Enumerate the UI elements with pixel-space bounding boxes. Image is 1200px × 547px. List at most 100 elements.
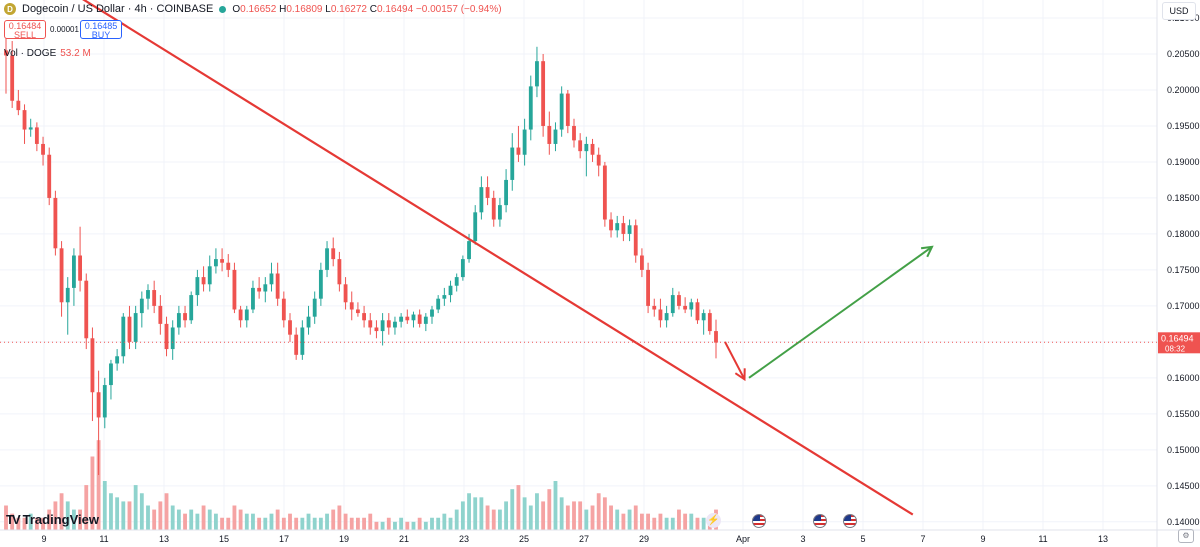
candle-body bbox=[528, 86, 533, 130]
lightning-event-icon[interactable]: ⚡ bbox=[706, 513, 721, 528]
trade-buttons: 0.16484 SELL 0.00001 0.16485 BUY bbox=[4, 20, 122, 40]
candle-body bbox=[281, 298, 286, 321]
candle-body bbox=[454, 277, 459, 286]
volume-bar bbox=[343, 513, 348, 530]
volume-bar bbox=[473, 497, 478, 530]
volume-bar bbox=[627, 509, 632, 530]
candle-body bbox=[275, 273, 280, 299]
volume-bar bbox=[485, 505, 490, 530]
candle-body bbox=[28, 127, 33, 130]
volume-bar bbox=[59, 493, 64, 530]
volume-bar bbox=[658, 513, 663, 530]
market-open-dot-icon bbox=[219, 5, 227, 13]
volume-bar bbox=[553, 481, 558, 530]
volume-bar bbox=[238, 509, 243, 530]
current-price-label-bg bbox=[1158, 332, 1200, 354]
up-arrow-head bbox=[920, 245, 934, 258]
volume-bar bbox=[331, 509, 336, 530]
candle-body bbox=[325, 248, 329, 270]
time-axis[interactable]: 9 11 13 15 17 19 21 23 25 27 29 Apr 3 5 7 9 11 13 bbox=[0, 529, 1200, 544]
us-flag-event-icon[interactable] bbox=[813, 514, 827, 528]
price-tick-label: 0.19000 bbox=[1167, 157, 1200, 167]
volume-bar bbox=[504, 501, 509, 530]
candle-body bbox=[195, 277, 200, 296]
candle-body bbox=[90, 338, 95, 393]
volume-bar bbox=[96, 440, 101, 530]
price-tick-label: 0.16000 bbox=[1167, 373, 1200, 383]
time-tick-label: 29 bbox=[639, 534, 649, 544]
volume-bar bbox=[411, 521, 416, 530]
candle-body bbox=[65, 287, 70, 303]
candle-body bbox=[300, 327, 305, 355]
us-flag-event-icon[interactable] bbox=[752, 514, 766, 528]
time-tick-label: 21 bbox=[399, 534, 409, 544]
volume-bar bbox=[516, 485, 521, 530]
volume-bar bbox=[263, 517, 268, 530]
volume-bar bbox=[109, 493, 113, 530]
candle-body bbox=[183, 313, 187, 321]
volume-bar bbox=[467, 493, 471, 530]
candle-body bbox=[467, 241, 471, 260]
candle-body bbox=[22, 110, 27, 130]
candle-body bbox=[139, 298, 144, 314]
candle-body bbox=[596, 154, 601, 166]
volume-bar bbox=[701, 517, 706, 530]
price-tick-label: 0.15500 bbox=[1167, 409, 1200, 419]
candle-body bbox=[331, 248, 336, 260]
candle-body bbox=[701, 313, 706, 321]
tradingview-logo-icon: TV bbox=[6, 512, 21, 527]
drawings[interactable] bbox=[32, 0, 934, 516]
volume-bar bbox=[578, 501, 583, 530]
volume-bar bbox=[572, 501, 576, 530]
sell-button[interactable]: 0.16484 SELL bbox=[4, 20, 46, 40]
volume-bar bbox=[374, 521, 379, 530]
candle-body bbox=[176, 313, 181, 328]
spread-value: 0.00001 bbox=[50, 25, 79, 34]
price-tick-label: 0.14500 bbox=[1167, 481, 1200, 491]
buy-button[interactable]: 0.16485 BUY bbox=[80, 20, 122, 40]
volume-bar bbox=[207, 509, 212, 530]
volume-bar bbox=[41, 517, 45, 530]
volume-bar bbox=[547, 489, 552, 530]
candle-body bbox=[485, 187, 490, 198]
candle-body bbox=[232, 269, 237, 310]
volume-bar bbox=[22, 517, 27, 530]
volume-bar bbox=[65, 501, 70, 530]
candle-body bbox=[522, 129, 527, 155]
volume-bar bbox=[257, 517, 262, 530]
volume-bar bbox=[325, 513, 329, 530]
time-tick-label: 15 bbox=[219, 534, 229, 544]
candle-body bbox=[189, 295, 194, 321]
candle-body bbox=[609, 219, 613, 231]
grid-lines bbox=[0, 0, 1157, 530]
volume-bar bbox=[306, 513, 311, 530]
volume-bar bbox=[652, 517, 657, 530]
candle-body bbox=[504, 179, 509, 206]
time-tick-label: 19 bbox=[339, 534, 349, 544]
time-tick-label: 9 bbox=[41, 534, 46, 544]
candle-body bbox=[652, 305, 657, 310]
change-value: −0.00157 (−0.94%) bbox=[415, 3, 502, 15]
candle-body bbox=[368, 320, 373, 328]
currency-button[interactable]: USD bbox=[1162, 2, 1196, 20]
current-price-label: 0.16494 bbox=[1161, 333, 1194, 343]
candle-body bbox=[164, 323, 169, 350]
volume-bar bbox=[399, 517, 404, 530]
settings-gear-icon[interactable]: ⚙ bbox=[1178, 529, 1194, 543]
us-flag-event-icon[interactable] bbox=[843, 514, 857, 528]
volume-legend[interactable]: Vol · DOGE 53.2 M bbox=[4, 48, 91, 59]
volume-bar bbox=[71, 509, 76, 530]
volume-bar bbox=[158, 501, 163, 530]
candle-body bbox=[170, 327, 175, 350]
time-tick-label: Apr bbox=[736, 534, 750, 544]
candle-body bbox=[683, 305, 688, 310]
price-tick-label: 0.18500 bbox=[1167, 193, 1200, 203]
volume-bar bbox=[368, 513, 373, 530]
volume-bar bbox=[318, 517, 323, 530]
candle-body bbox=[399, 316, 404, 322]
tradingview-logo[interactable]: TV TradingView bbox=[6, 512, 99, 527]
price-tick-label: 0.15000 bbox=[1167, 445, 1200, 455]
symbol-title[interactable]: Dogecoin / US Dollar · 4h · COINBASE bbox=[22, 3, 214, 15]
